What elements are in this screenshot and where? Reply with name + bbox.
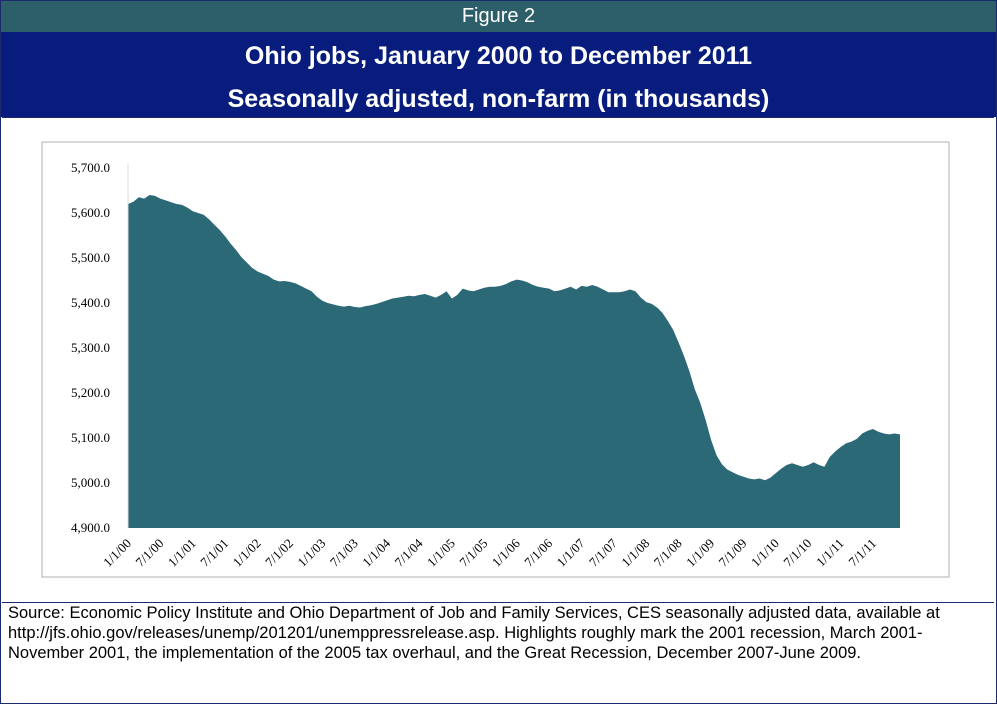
x-axis: 1/1/007/1/001/1/017/1/011/1/027/1/021/1/… <box>100 535 879 569</box>
title-block: Ohio jobs, January 2000 to December 2011… <box>1 32 996 117</box>
y-tick-label: 5,100.0 <box>71 430 110 445</box>
x-tick-label: 1/1/06 <box>489 535 523 569</box>
x-tick-label: 1/1/02 <box>230 536 264 570</box>
figure-label: Figure 2 <box>1 1 996 32</box>
x-tick-label: 7/1/05 <box>456 536 490 570</box>
plot-border <box>41 141 950 578</box>
x-tick-label: 1/1/04 <box>359 535 393 569</box>
chart-title: Ohio jobs, January 2000 to December 2011 <box>244 42 753 70</box>
x-tick-label: 7/1/03 <box>327 536 361 570</box>
x-tick-label: 7/1/10 <box>780 536 814 570</box>
x-tick-label: 1/1/05 <box>424 536 458 570</box>
x-tick-label: 7/1/04 <box>392 535 426 569</box>
x-tick-label: 7/1/01 <box>197 536 231 570</box>
source-note: Source: Economic Policy Institute and Oh… <box>8 604 940 662</box>
chart-svg: 5,700.0 5,600.0 5,500.0 5,400.0 5,300.0 5,200… <box>41 141 950 578</box>
x-tick-label: 1/1/03 <box>294 536 328 570</box>
jobs-area <box>128 195 900 528</box>
x-tick-label: 7/1/09 <box>715 536 749 570</box>
x-tick-label: 7/1/08 <box>651 536 685 570</box>
x-tick-label: 1/1/10 <box>748 536 782 570</box>
chart-panel: 5,700.0 5,600.0 5,500.0 5,400.0 5,300.0 5,200… <box>2 117 994 603</box>
y-axis: 5,700.0 5,600.0 5,500.0 5,400.0 5,300.0 5,200… <box>71 160 110 535</box>
y-tick-label: 5,600.0 <box>71 205 110 220</box>
x-tick-label: 7/1/00 <box>132 536 166 570</box>
x-tick-label: 1/1/01 <box>165 536 199 570</box>
y-tick-label: 5,700.0 <box>71 160 110 175</box>
y-tick-label: 4,900.0 <box>71 520 110 535</box>
x-tick-label: 7/1/07 <box>586 535 620 569</box>
x-tick-label: 1/1/08 <box>618 536 652 570</box>
x-tick-label: 1/1/07 <box>553 535 587 569</box>
chart-subtitle: Seasonally adjusted, non-farm (in thousa… <box>227 85 770 113</box>
y-tick-label: 5,500.0 <box>71 250 110 265</box>
x-tick-label: 7/1/06 <box>521 535 555 569</box>
x-tick-label: 7/1/02 <box>262 536 296 570</box>
x-tick-label: 1/1/11 <box>813 536 847 570</box>
x-tick-label: 7/1/11 <box>845 536 879 570</box>
y-tick-label: 5,300.0 <box>71 340 110 355</box>
y-tick-label: 5,400.0 <box>71 295 110 310</box>
y-tick-label: 5,000.0 <box>71 475 110 490</box>
x-tick-label: 1/1/00 <box>100 536 134 570</box>
x-tick-label: 1/1/09 <box>683 536 717 570</box>
y-tick-label: 5,200.0 <box>71 385 110 400</box>
